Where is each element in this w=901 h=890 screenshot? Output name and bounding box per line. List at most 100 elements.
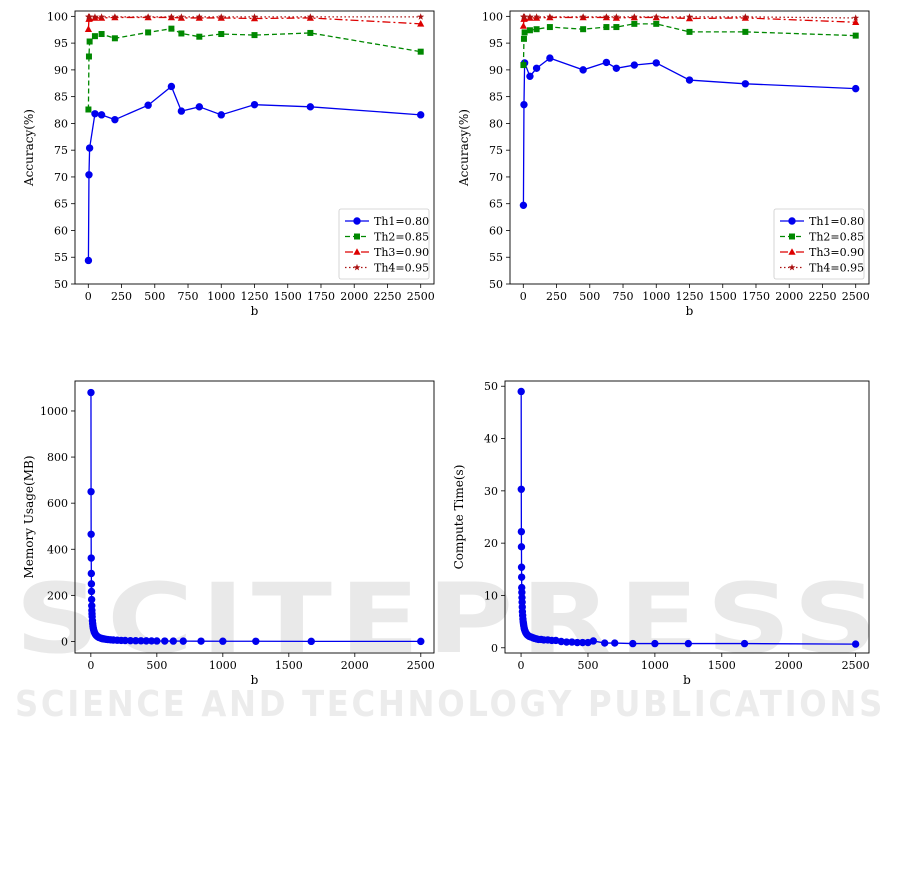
legend-entry: Th2=0.85 — [374, 231, 429, 244]
data-point — [742, 28, 749, 35]
legend-entry: Th4=0.95 — [374, 262, 429, 275]
data-point — [546, 13, 554, 20]
x-tick-label: 1750 — [742, 290, 770, 303]
series-line — [522, 16, 856, 27]
legend-entry: Th3=0.90 — [809, 246, 864, 259]
data-point — [87, 569, 96, 578]
data-point — [87, 487, 95, 496]
data-point — [87, 580, 96, 588]
compute-time-chart: 0 500 1000 1500 2000 2500 0 10 20 30 40 50 b Compute … — [452, 380, 870, 687]
data-point — [87, 587, 96, 596]
legend-marker — [788, 263, 796, 271]
y-tick-label: 55 — [489, 251, 503, 264]
data-point — [252, 637, 260, 645]
watermark-main: SCITEPRESS — [15, 563, 885, 675]
data-point — [144, 101, 152, 109]
x-tick-label: 250 — [111, 290, 132, 303]
x-tick-label: 0 — [520, 290, 527, 303]
x-tick-label: 500 — [579, 290, 600, 303]
data-point — [98, 13, 106, 20]
x-tick-label: 2500 — [842, 659, 870, 672]
data-point — [306, 103, 315, 111]
data-point — [651, 639, 659, 648]
x-tick-label: 750 — [613, 290, 634, 303]
data-point — [111, 35, 118, 42]
data-point — [179, 637, 187, 645]
data-point — [652, 59, 660, 67]
series-4 — [520, 13, 860, 21]
data-point — [532, 64, 541, 72]
x-tick-label: 2500 — [407, 290, 435, 303]
y-tick-label: 0 — [61, 635, 68, 648]
data-point — [167, 13, 175, 20]
x-tick-label: 1000 — [207, 290, 235, 303]
legend-box — [773, 208, 865, 280]
y-tick-label: 80 — [489, 117, 503, 130]
y-tick-label: 75 — [54, 144, 68, 157]
data-point — [306, 13, 314, 20]
data-point — [417, 48, 424, 55]
data-point — [177, 13, 185, 20]
x-tick-label: 1000 — [209, 659, 237, 672]
accuracy-chart-right: 0 250 500 750 1000 1250 1500 1750 2000 2250 2500 50… — [457, 10, 870, 318]
x-tick-label: 1250 — [676, 290, 704, 303]
data-point — [517, 573, 526, 581]
x-tick-label: 1750 — [307, 290, 335, 303]
data-point — [219, 637, 227, 645]
legend: Th1=0.80 Th2=0.85 Th3=0.90 Th4=0.95 — [338, 208, 430, 280]
y-tick-label: 60 — [489, 224, 503, 237]
series-2 — [85, 25, 424, 113]
data-point — [85, 144, 94, 152]
data-point — [91, 110, 99, 118]
x-tick-label: 2000 — [341, 659, 369, 672]
x-tick-label: 2000 — [775, 659, 803, 672]
data-point — [519, 201, 528, 210]
x-tick-label: 1500 — [274, 290, 302, 303]
x-tick-label: 2250 — [373, 290, 401, 303]
data-point — [197, 637, 205, 645]
accuracy-chart-left: 0 250 500 750 1000 1250 1500 1750 2000 2250 2500 50… — [22, 10, 435, 318]
data-point — [851, 640, 860, 648]
y-tick-label: 50 — [54, 278, 68, 291]
y-tick-label: 200 — [47, 589, 68, 602]
x-tick-label: 0 — [85, 290, 92, 303]
data-point — [417, 637, 425, 646]
x-tick-label: 1000 — [641, 659, 669, 672]
data-point — [87, 530, 95, 538]
data-point — [741, 13, 749, 20]
data-point — [168, 25, 175, 32]
x-axis-label: b — [251, 673, 259, 687]
data-point — [612, 13, 620, 20]
y-tick-label: 10 — [484, 589, 498, 602]
data-point — [600, 639, 609, 647]
y-tick-label: 80 — [54, 117, 68, 130]
series-line — [87, 27, 421, 110]
data-point — [217, 13, 225, 20]
data-point — [612, 64, 621, 72]
data-point — [145, 29, 152, 36]
x-axis-label: b — [251, 304, 259, 318]
data-point — [85, 171, 93, 179]
data-point — [546, 54, 554, 62]
y-tick-label: 90 — [54, 64, 68, 77]
data-point — [84, 25, 93, 32]
x-tick-label: 1500 — [275, 659, 303, 672]
data-point — [629, 639, 637, 648]
data-point — [161, 637, 169, 645]
data-point — [852, 18, 860, 26]
data-point — [196, 33, 203, 40]
data-point — [87, 388, 95, 397]
y-tick-label: 55 — [54, 251, 68, 264]
data-point — [169, 637, 178, 645]
series-1 — [517, 387, 860, 648]
series-1 — [84, 82, 425, 265]
x-tick-label: 2000 — [340, 290, 368, 303]
y-tick-label: 0 — [491, 642, 498, 655]
data-point — [517, 387, 525, 396]
x-tick-label: 500 — [144, 290, 165, 303]
data-point — [520, 35, 527, 42]
data-point — [526, 72, 534, 81]
data-point — [686, 13, 693, 20]
legend-entry: Th3=0.90 — [374, 246, 429, 259]
